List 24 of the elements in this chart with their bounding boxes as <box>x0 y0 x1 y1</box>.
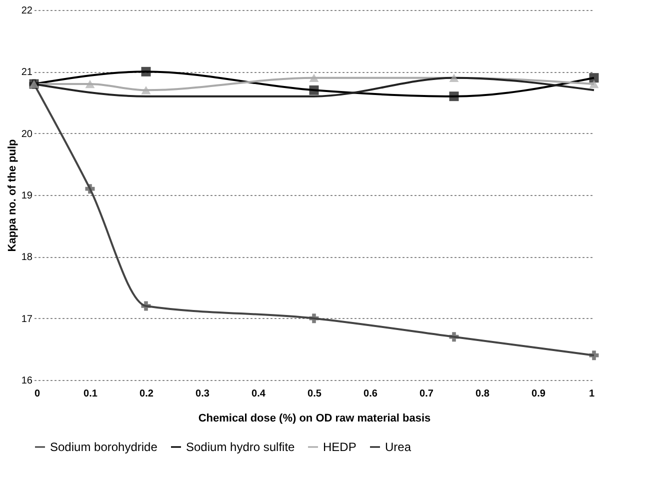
x-tick-label: 0.7 <box>420 388 434 400</box>
x-tick-label: 0.3 <box>196 388 210 400</box>
y-axis-title: Kappa no. of the pulp <box>6 139 18 252</box>
x-tick-label: 0.8 <box>476 388 490 400</box>
x-tick-label: 0.2 <box>140 388 154 400</box>
legend-label: Sodium hydro sulfite <box>186 440 296 454</box>
x-tick-label: 0.1 <box>84 388 98 400</box>
x-tick-label: 0.9 <box>532 388 546 400</box>
legend-label: Urea <box>385 440 412 454</box>
x-tick-label: 0.5 <box>308 388 322 400</box>
x-tick-label: 0 <box>34 388 40 400</box>
x-tick-label: 1 <box>588 388 595 400</box>
y-tick-label: 19 <box>21 190 33 202</box>
legend-label: Sodium borohydride <box>50 440 158 454</box>
x-tick-label: 0.4 <box>252 388 266 400</box>
x-tick-label: 0.6 <box>364 388 378 400</box>
y-tick-label: 22 <box>21 6 33 16</box>
x-axis-title: Chemical dose (%) on OD raw material basis <box>198 412 431 424</box>
y-tick-label: 21 <box>21 67 33 78</box>
legend-label: HEDP <box>323 440 356 454</box>
y-tick-label: 20 <box>21 128 33 140</box>
y-tick-label: 18 <box>21 252 33 264</box>
y-tick-label: 16 <box>21 376 33 386</box>
y-tick-label: 17 <box>21 314 33 325</box>
